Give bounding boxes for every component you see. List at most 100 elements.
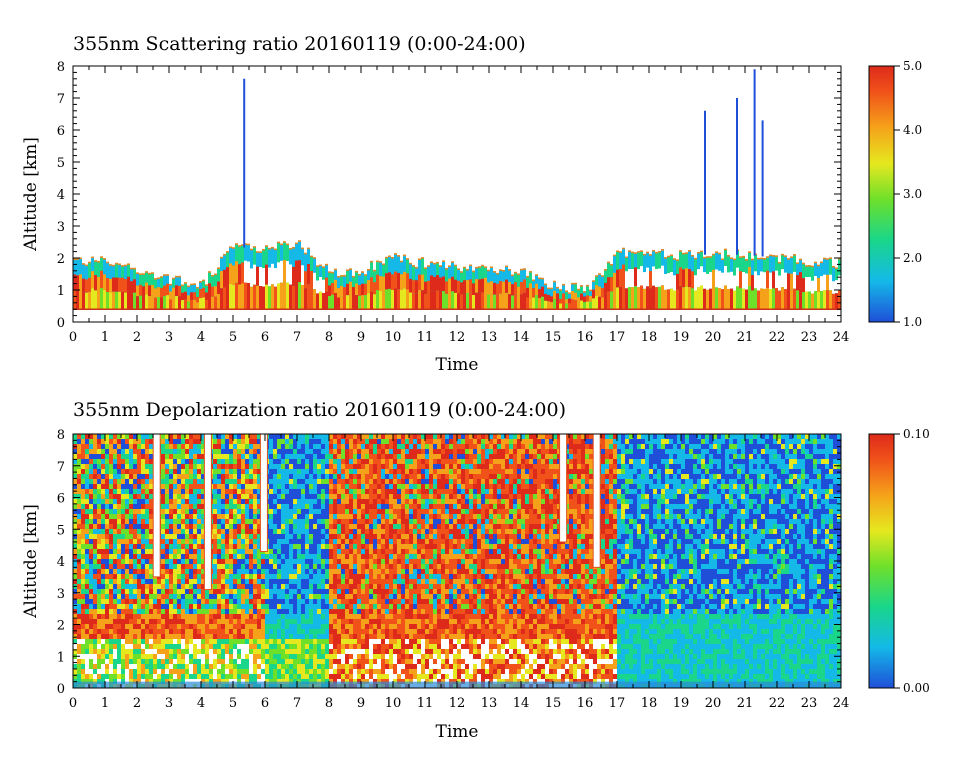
- depol-cell: [237, 579, 241, 584]
- scattering-core: [550, 296, 553, 303]
- depol-cell: [185, 584, 189, 589]
- scattering-core: [439, 277, 442, 292]
- depol-cell: [245, 489, 249, 494]
- scattering-base: [664, 289, 667, 310]
- depol-cell: [181, 529, 185, 534]
- scattering-base: [781, 287, 784, 310]
- depol-cell: [185, 669, 189, 674]
- depol-cell: [85, 449, 89, 454]
- scattering-core: [730, 271, 733, 289]
- scattering-base: [268, 286, 271, 310]
- scattering-core: [634, 267, 637, 287]
- depol-cell: [185, 599, 189, 604]
- depol-cell: [233, 509, 237, 514]
- depol-cell: [349, 579, 353, 584]
- depol-cell: [185, 529, 189, 534]
- depol-cell: [185, 434, 189, 439]
- depol-cell: [93, 644, 97, 649]
- depol-cell: [225, 499, 229, 504]
- contour-edge: [490, 266, 493, 269]
- depol-cell: [313, 644, 317, 649]
- scattering-core: [619, 268, 622, 288]
- scattering-base: [646, 286, 649, 310]
- depol-cell: [129, 669, 133, 674]
- depol-cell: [305, 489, 309, 494]
- depol-cell: [173, 599, 177, 604]
- depol-cell: [261, 639, 265, 644]
- depol-cell: [273, 674, 277, 679]
- depol-cell: [109, 624, 113, 629]
- depol-cell: [321, 634, 325, 639]
- depol-cell: [345, 629, 349, 634]
- scattering-base: [445, 293, 448, 310]
- scattering-base: [625, 288, 628, 310]
- depol-cell: [77, 659, 81, 664]
- depol-cell: [165, 549, 169, 554]
- depol-cell: [145, 489, 149, 494]
- depol-cell: [145, 549, 149, 554]
- depol-cell: [217, 509, 221, 514]
- depol-cell: [141, 509, 145, 514]
- depol-cell: [221, 564, 225, 569]
- depol-cell: [181, 574, 185, 579]
- depol-cell: [137, 594, 141, 599]
- depol-cell: [149, 514, 153, 519]
- depol-cell: [369, 634, 373, 639]
- depol-cell: [73, 589, 77, 594]
- depol-cell: [265, 644, 269, 649]
- depol-cell: [81, 559, 85, 564]
- depol-cell: [313, 464, 317, 469]
- depol-cell: [137, 439, 141, 444]
- depol-cell: [105, 484, 109, 489]
- depol-cell: [333, 564, 337, 569]
- depol-cell: [121, 559, 125, 564]
- depol-cell: [137, 499, 141, 504]
- depol-cell: [213, 484, 217, 489]
- depol-cell: [201, 499, 205, 504]
- depol-cell: [137, 574, 141, 579]
- depol-cell: [305, 529, 309, 534]
- depol-cell: [293, 484, 297, 489]
- depol-cell: [217, 544, 221, 549]
- depol-cell: [301, 484, 305, 489]
- depol-cell: [141, 584, 145, 589]
- depol-cell: [281, 559, 285, 564]
- depol-cell: [317, 469, 321, 474]
- depol-cell: [353, 634, 357, 639]
- x-tick-label: 23: [801, 330, 818, 345]
- scattering-base: [694, 290, 697, 310]
- depol-cell: [349, 554, 353, 559]
- depol-cell: [149, 614, 153, 619]
- contour-edge: [226, 251, 229, 253]
- depol-cell: [105, 619, 109, 624]
- depol-cell: [325, 564, 329, 569]
- depol-cell: [141, 504, 145, 509]
- depol-cell: [161, 649, 165, 654]
- depol-cell: [325, 644, 329, 649]
- depol-cell: [197, 494, 201, 499]
- depol-cell: [221, 584, 225, 589]
- scattering-core: [670, 271, 673, 289]
- depol-cell: [85, 584, 89, 589]
- depol-cell: [349, 504, 353, 509]
- depol-cell: [97, 659, 101, 664]
- depol-cell: [101, 659, 105, 664]
- scattering-base: [520, 294, 523, 310]
- depol-cell: [297, 524, 301, 529]
- depol-cell: [241, 589, 245, 594]
- depol-cell: [361, 494, 365, 499]
- depol-cell: [309, 434, 313, 439]
- depol-cell: [305, 449, 309, 454]
- contour-edge: [514, 271, 517, 274]
- x-tick-label: 10: [385, 330, 402, 345]
- depol-cell: [369, 479, 373, 484]
- depol-cell: [97, 569, 101, 574]
- depol-cell: [181, 499, 185, 504]
- depol-cell: [337, 529, 341, 534]
- depol-cell: [73, 479, 77, 484]
- depol-cell: [289, 534, 293, 539]
- depol-cell: [85, 509, 89, 514]
- depol-cell: [369, 609, 373, 614]
- depol-cell: [277, 584, 281, 589]
- depol-cell: [181, 634, 185, 639]
